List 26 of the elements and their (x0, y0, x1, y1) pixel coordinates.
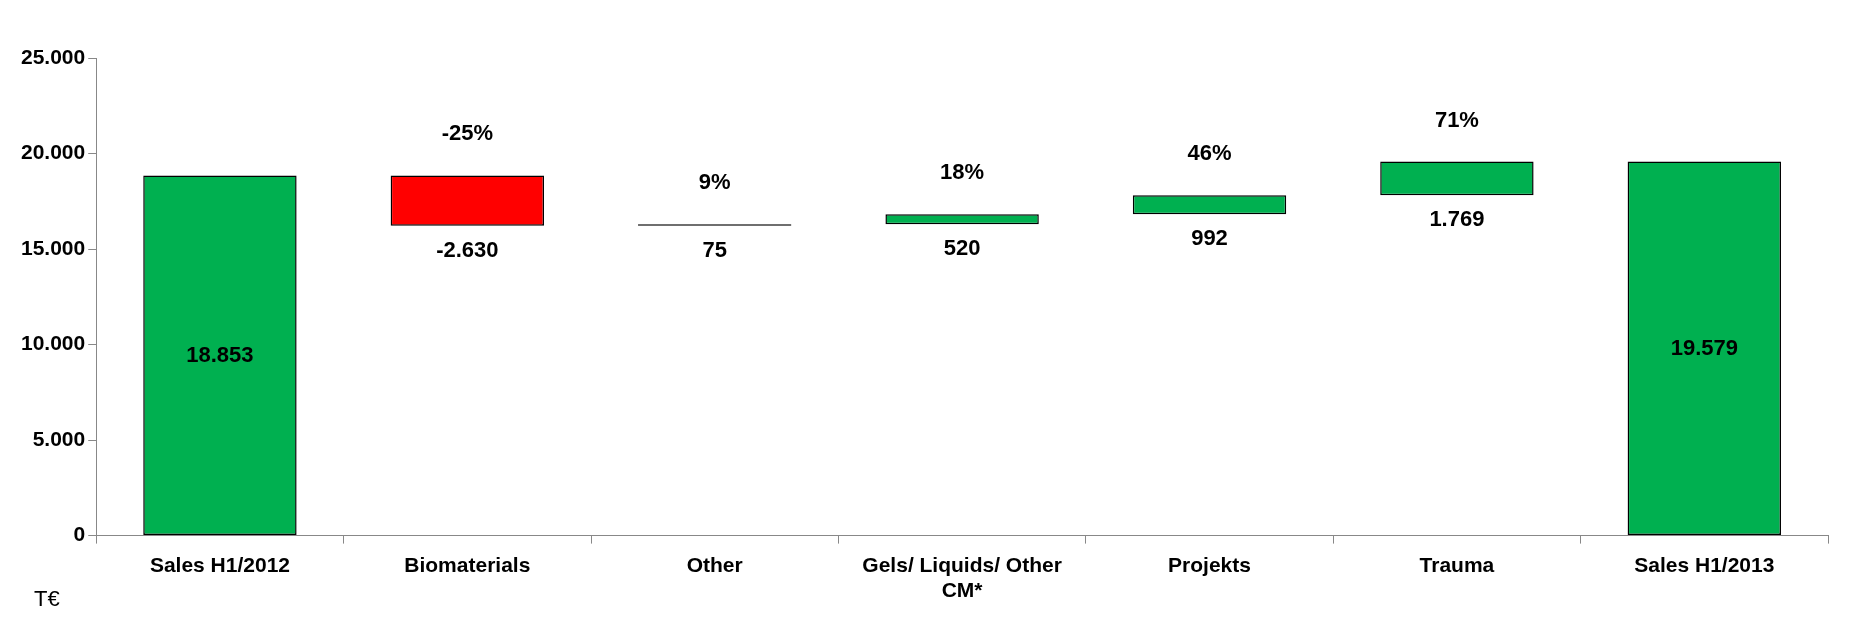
annotation: -25% (441, 120, 493, 146)
y-tick-label: 0 (73, 522, 86, 546)
annotation: 9% (698, 169, 731, 195)
data-label: 520 (943, 235, 981, 261)
x-tick-label: Sales H1/2012 (149, 553, 290, 576)
annotation: 71% (1434, 106, 1479, 132)
data-label: -2.630 (436, 236, 499, 262)
data-label: 992 (1191, 225, 1228, 251)
y-tick-label: 5.000 (32, 426, 86, 450)
annotation: 46% (1187, 140, 1232, 166)
data-label: 18.853 (186, 341, 254, 367)
data-label: 1.769 (1429, 206, 1485, 232)
y-tick-label: 25.000 (21, 44, 86, 68)
x-tick-label: Trauma (1419, 553, 1495, 576)
data-label: 19.579 (1670, 334, 1738, 360)
data-label: 75 (702, 236, 727, 262)
x-tick-label: Projekts (1168, 553, 1251, 576)
y-tick-label: 15.000 (21, 235, 86, 259)
x-tick-label: Biomaterials (404, 553, 531, 576)
y-axis-title: T€ (34, 585, 60, 611)
y-tick-label: 20.000 (21, 140, 86, 164)
y-tick-label: 10.000 (21, 331, 86, 355)
x-tick-label: Other (686, 553, 743, 576)
annotation: 18% (940, 159, 985, 185)
x-tick-label: Sales H1/2013 (1634, 553, 1775, 576)
x-tick-label: Gels/ Liquids/ Other CM* (862, 553, 1062, 602)
